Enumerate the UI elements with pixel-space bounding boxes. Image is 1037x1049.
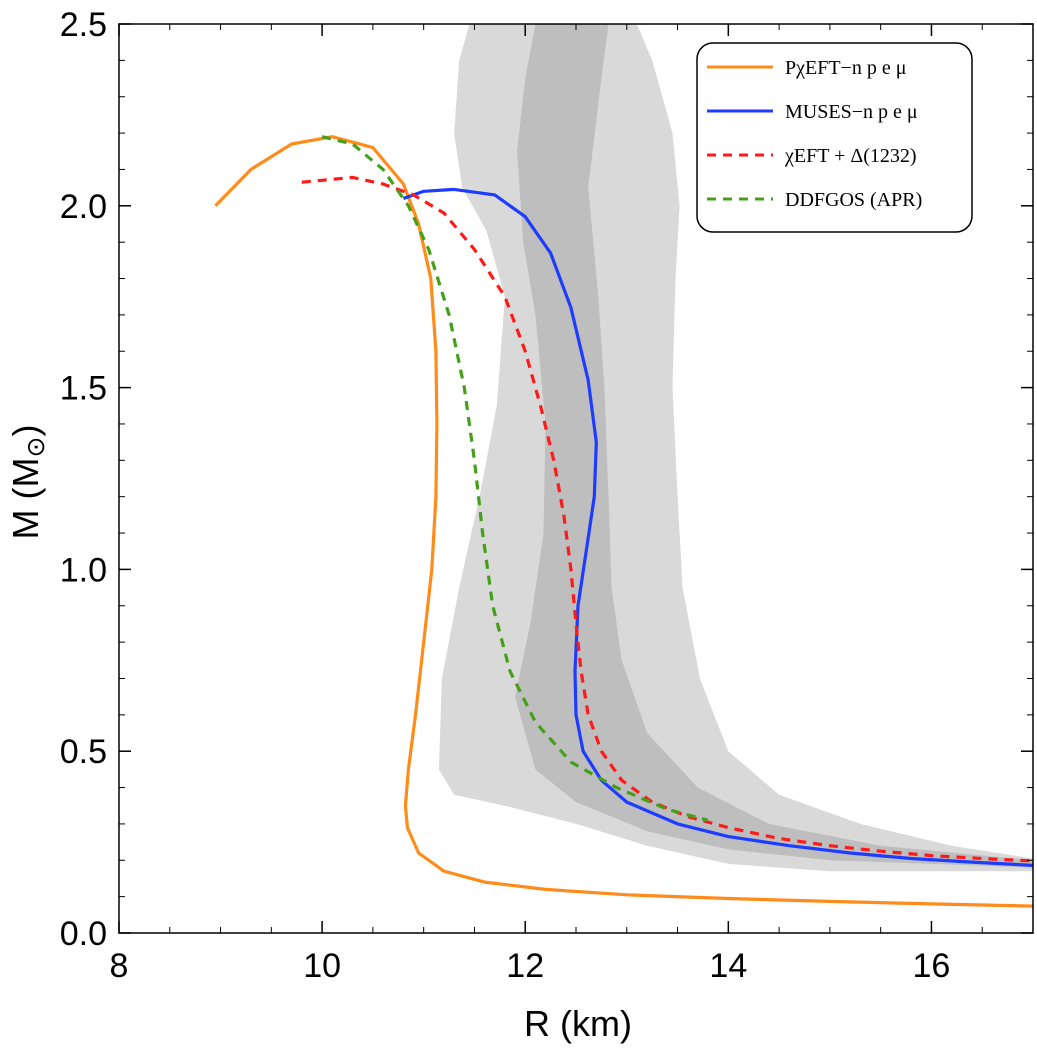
y-axis-label: M (M⊙) (5, 425, 50, 540)
band-inner (515, 24, 1033, 868)
x-tick-label: 16 (913, 947, 951, 985)
legend-box (696, 42, 973, 233)
legend-entry-muses-label: MUSES−n p e μ (785, 101, 918, 123)
x-tick-label: 10 (303, 947, 341, 985)
muses-npemu-curve (402, 187, 1033, 867)
y-tick-label: 1.0 (60, 551, 107, 589)
ddfgos-apr-curve (321, 135, 709, 822)
credible-bands (438, 24, 1033, 872)
curves-layer (214, 135, 1033, 908)
legend-entry-pchieft-label: PχEFT−n p e μ (785, 57, 906, 79)
legend-entry-ddfgos-label: DDFGOS (APR) (785, 189, 922, 211)
y-tick-label: 2.0 (60, 188, 107, 226)
x-tick-label: 8 (110, 947, 129, 985)
x-axis-label: R (km) (524, 1003, 632, 1044)
axis-ticks: 8 10 12 14 16 0.0 0.5 1.0 1.5 2.0 2.5 (60, 6, 1033, 985)
y-tick-label: 0.0 (60, 915, 107, 953)
y-tick-label: 2.5 (60, 6, 107, 44)
y-tick-label: 1.5 (60, 370, 107, 408)
legend-entry-chieft-delta-label: χEFT + Δ(1232) (784, 145, 917, 167)
pchieft-npemu-curve (214, 135, 1033, 908)
x-tick-label: 14 (709, 947, 747, 985)
legend: PχEFT−n p e μ MUSES−n p e μ χEFT + Δ(1232)… (696, 42, 973, 233)
x-tick-label: 12 (506, 947, 544, 985)
y-tick-label: 0.5 (60, 733, 107, 771)
